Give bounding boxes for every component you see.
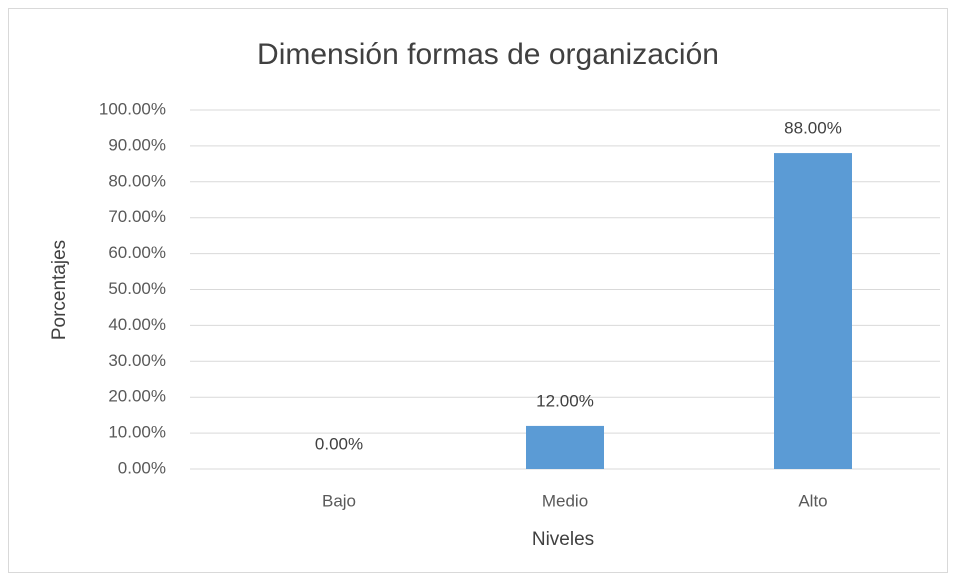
chart-title: Dimensión formas de organización [257,38,719,71]
y-tick-label: 20.00% [108,387,166,406]
bar [526,425,604,469]
x-tick-label: Bajo [322,491,356,510]
data-label: 88.00% [784,119,842,138]
y-tick-label: 60.00% [108,243,166,262]
x-tick-label: Medio [542,491,588,510]
bar [774,153,852,469]
y-tick-label: 10.00% [108,423,166,442]
y-tick-label: 30.00% [108,351,166,370]
y-tick-label: 70.00% [108,207,166,226]
data-label: 12.00% [536,391,594,410]
y-tick-label: 90.00% [108,135,166,154]
x-axis-title: Niveles [532,529,594,550]
y-tick-label: 100.00% [99,99,166,118]
y-tick-label: 0.00% [118,458,166,477]
y-tick-label: 50.00% [108,279,166,298]
y-tick-label: 80.00% [108,171,166,190]
data-label: 0.00% [315,434,363,453]
y-axis-title: Porcentajes [49,240,70,340]
y-tick-label: 40.00% [108,315,166,334]
x-tick-label: Alto [798,491,827,510]
